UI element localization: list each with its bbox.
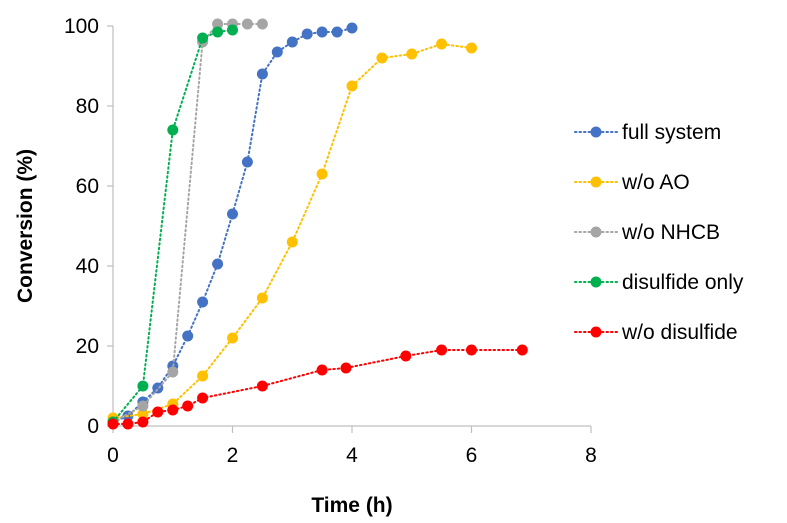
data-point (137, 408, 149, 420)
y-tick-label: 100 (64, 15, 99, 38)
data-point (271, 46, 283, 58)
series-line (112, 27, 353, 423)
data-point (107, 418, 119, 430)
series-1 (107, 38, 477, 424)
axes: 0 20 40 60 80 100 0 2 4 6 8 (64, 15, 597, 467)
legend-item: w/o AO (574, 171, 690, 194)
data-point (436, 344, 448, 356)
data-point (241, 18, 253, 30)
data-point (400, 350, 412, 362)
data-point (241, 156, 253, 168)
y-tick-label: 0 (87, 415, 99, 438)
data-point (227, 208, 238, 220)
data-point (316, 364, 328, 376)
series-layer (107, 18, 528, 430)
x-tick-label: 8 (585, 444, 597, 467)
x-tick-label: 0 (107, 444, 119, 467)
y-axis-title: Conversion (%) (14, 149, 37, 303)
data-point (331, 26, 343, 38)
legend-marker (590, 176, 602, 188)
data-point (436, 38, 448, 50)
data-point (167, 404, 179, 416)
data-point (212, 258, 224, 270)
data-point (516, 344, 528, 356)
data-point (406, 48, 418, 60)
legend: full system w/o AO w/o NHCB disulfide only w… (574, 121, 744, 344)
y-tick-label: 80 (76, 95, 99, 118)
data-point (197, 392, 209, 404)
legend-item: w/o NHCB (574, 221, 720, 244)
x-axis-title: Time (h) (311, 494, 392, 517)
y-tick-label: 60 (76, 175, 99, 198)
legend-marker (590, 126, 602, 138)
data-point (227, 332, 238, 344)
data-point (212, 26, 224, 38)
data-point (256, 68, 268, 80)
legend-item: disulfide only (574, 271, 744, 294)
data-point (152, 382, 164, 394)
y-tick-label: 40 (76, 255, 99, 278)
data-point (340, 362, 352, 374)
data-point (316, 168, 328, 180)
x-tick-label: 4 (346, 444, 358, 467)
data-point (286, 36, 298, 48)
data-point (256, 380, 268, 392)
legend-marker (590, 226, 602, 238)
data-point (152, 406, 164, 418)
legend-label: w/o AO (621, 171, 690, 194)
data-point (256, 18, 268, 30)
data-point (137, 400, 149, 412)
legend-label: disulfide only (622, 271, 744, 294)
data-point (227, 24, 238, 36)
data-point (182, 330, 194, 342)
data-point (137, 416, 149, 428)
legend-item: full system (574, 121, 721, 144)
data-point (197, 370, 209, 382)
y-tick-label: 20 (76, 335, 99, 358)
series-2 (107, 18, 268, 428)
data-point (286, 236, 298, 248)
data-point (376, 52, 388, 64)
series-4 (107, 344, 528, 430)
data-point (197, 32, 209, 44)
data-point (346, 22, 358, 34)
data-point (256, 292, 268, 304)
data-point (346, 80, 358, 92)
legend-marker (590, 326, 602, 338)
data-point (122, 418, 134, 430)
data-point (212, 18, 224, 30)
x-tick-label: 2 (227, 444, 239, 467)
data-point (182, 400, 194, 412)
legend-label: w/o disulfide (621, 321, 738, 344)
data-point (316, 26, 328, 38)
data-point (197, 296, 209, 308)
legend-label: full system (622, 121, 721, 144)
data-point (466, 344, 477, 356)
legend-marker (590, 276, 602, 288)
data-point (167, 124, 179, 136)
legend-label: w/o NHCB (621, 221, 720, 244)
series-line (112, 42, 473, 419)
data-point (167, 366, 179, 378)
x-tick-label: 6 (466, 444, 478, 467)
data-point (137, 380, 149, 392)
legend-item: w/o disulfide (574, 321, 738, 344)
data-point (466, 42, 477, 54)
data-point (301, 28, 313, 40)
